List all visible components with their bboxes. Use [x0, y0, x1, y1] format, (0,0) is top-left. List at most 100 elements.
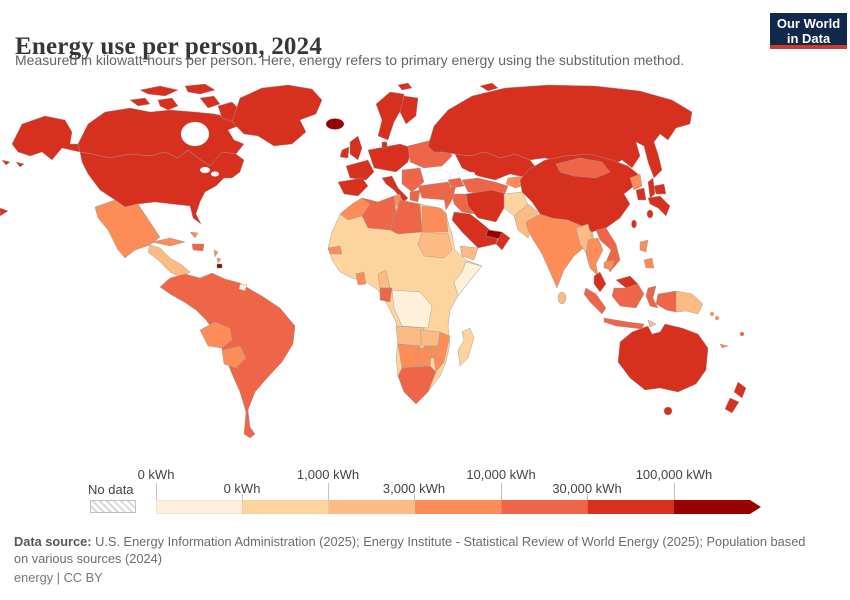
- region-angola[interactable]: [395, 325, 425, 347]
- region-scandinavia[interactable]: [375, 91, 405, 141]
- owid-logo[interactable]: Our World in Data: [770, 13, 847, 49]
- region-philippines-mindanao[interactable]: [643, 257, 655, 269]
- region-new-zealand-north[interactable]: [733, 381, 747, 399]
- region-fiji[interactable]: [740, 332, 744, 336]
- region-bahamas[interactable]: [189, 231, 199, 239]
- legend-color-bar[interactable]: [156, 500, 762, 514]
- region-novaya-zemlya[interactable]: [479, 82, 499, 92]
- region-sri-lanka[interactable]: [557, 291, 567, 305]
- legend-no-data-swatch[interactable]: [90, 500, 136, 513]
- region-mongolia[interactable]: [555, 157, 611, 179]
- region-tasmania[interactable]: [663, 406, 673, 416]
- region-new-zealand-south[interactable]: [724, 397, 740, 414]
- region-north-korea[interactable]: [629, 173, 643, 191]
- region-cuba[interactable]: [151, 237, 186, 247]
- region-new-caledonia[interactable]: [719, 343, 729, 349]
- region-ghana[interactable]: [355, 271, 367, 286]
- region-botswana[interactable]: [417, 347, 433, 367]
- legend-bin-4[interactable]: [414, 500, 502, 514]
- region-thailand[interactable]: [585, 237, 604, 277]
- region-canada-arctic[interactable]: [129, 97, 151, 107]
- region-sumatra[interactable]: [583, 287, 607, 315]
- region-trinidad[interactable]: [216, 263, 223, 269]
- region-aleutians[interactable]: [1, 159, 11, 166]
- region-south-korea[interactable]: [635, 187, 647, 201]
- region-gabon[interactable]: [379, 287, 393, 303]
- region-sulawesi[interactable]: [645, 285, 659, 309]
- region-svalbard[interactable]: [397, 82, 413, 91]
- region-french-guiana[interactable]: [238, 283, 248, 292]
- region-finland[interactable]: [399, 95, 419, 125]
- region-greece[interactable]: [409, 189, 421, 203]
- region-united-kingdom[interactable]: [349, 135, 363, 161]
- legend-bin-5[interactable]: [501, 500, 588, 514]
- region-australia[interactable]: [617, 323, 709, 393]
- region-aleutians[interactable]: [15, 161, 25, 168]
- region-hispaniola[interactable]: [191, 243, 205, 252]
- aral-sea: [468, 171, 476, 177]
- region-borneo-indonesia[interactable]: [611, 283, 645, 309]
- region-japan-hokkaido[interactable]: [653, 183, 667, 195]
- region-libya[interactable]: [389, 199, 423, 235]
- region-ireland[interactable]: [339, 146, 350, 159]
- region-canada-arctic[interactable]: [199, 95, 221, 109]
- legend-bin-6[interactable]: [587, 500, 674, 514]
- region-central-america[interactable]: [147, 244, 191, 279]
- region-iceland[interactable]: [325, 118, 345, 130]
- region-philippines-luzon[interactable]: [639, 239, 649, 253]
- owid-logo-line2: in Data: [786, 31, 831, 46]
- region-italy[interactable]: [381, 175, 409, 203]
- region-bolivia[interactable]: [199, 321, 233, 349]
- region-solomon-islands[interactable]: [710, 312, 714, 316]
- region-caucasus[interactable]: [447, 177, 465, 189]
- region-senegal[interactable]: [327, 245, 343, 255]
- region-japan-kyushu[interactable]: [646, 209, 654, 219]
- region-canada-arctic[interactable]: [184, 83, 216, 95]
- region-dr-congo[interactable]: [391, 289, 433, 329]
- region-java[interactable]: [603, 317, 645, 330]
- region-papua-new-guinea[interactable]: [675, 290, 704, 315]
- region-china[interactable]: [519, 153, 639, 233]
- license-note[interactable]: energy | CC BY: [14, 570, 103, 585]
- legend-bin-1[interactable]: [156, 500, 243, 514]
- region-alaska[interactable]: [11, 115, 81, 161]
- region-zambia[interactable]: [419, 329, 441, 347]
- legend-bin-7-arrow[interactable]: [674, 500, 761, 514]
- region-indonesia-papua[interactable]: [655, 290, 677, 313]
- region-somalia[interactable]: [453, 261, 483, 297]
- region-greenland[interactable]: [231, 84, 323, 147]
- region-canada-arctic[interactable]: [157, 97, 179, 111]
- region-south-africa[interactable]: [397, 365, 437, 405]
- legend-tick-label: 100,000 kWh: [635, 467, 713, 482]
- region-malaysia-peninsula[interactable]: [593, 271, 607, 293]
- region-lesser-antilles[interactable]: [216, 257, 222, 264]
- region-denmark[interactable]: [381, 141, 388, 149]
- legend-tick: [414, 494, 415, 500]
- region-paraguay[interactable]: [221, 345, 247, 369]
- region-algeria[interactable]: [361, 195, 397, 231]
- region-taiwan[interactable]: [631, 219, 637, 229]
- region-timor[interactable]: [647, 319, 657, 328]
- legend-bin-2[interactable]: [242, 500, 329, 514]
- legend-bin-3[interactable]: [328, 500, 416, 514]
- region-central-europe[interactable]: [367, 143, 413, 173]
- region-japan-honshu[interactable]: [647, 195, 671, 217]
- region-oman[interactable]: [495, 231, 511, 251]
- legend-tick-label: 0 kWh: [223, 481, 261, 496]
- region-lesser-antilles[interactable]: [213, 249, 219, 258]
- region-yemen[interactable]: [459, 245, 479, 261]
- region-levant[interactable]: [443, 185, 457, 211]
- region-iraq[interactable]: [451, 193, 475, 215]
- region-sudan[interactable]: [417, 231, 453, 259]
- region-cambodia[interactable]: [603, 259, 615, 271]
- region-madagascar[interactable]: [457, 327, 475, 367]
- region-egypt[interactable]: [421, 205, 449, 233]
- source-text-line2: on various sources (2024): [14, 551, 162, 566]
- region-france[interactable]: [345, 159, 375, 181]
- region-solomon-islands[interactable]: [715, 316, 719, 320]
- region-canada-arctic[interactable]: [139, 85, 179, 97]
- region-sakhalin[interactable]: [647, 177, 656, 199]
- page-title: Energy use per person, 2024: [15, 32, 323, 60]
- region-russia-wrap[interactable]: [0, 207, 9, 217]
- region-iberia[interactable]: [337, 177, 369, 197]
